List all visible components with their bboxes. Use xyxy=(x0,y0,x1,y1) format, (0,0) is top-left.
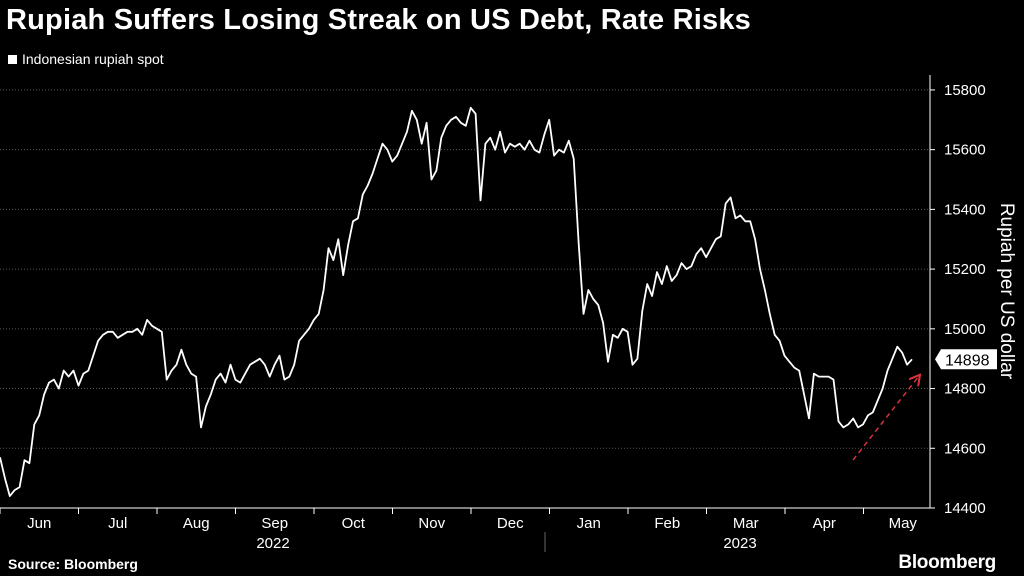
x-tick-label: Aug xyxy=(183,515,210,532)
y-tick-label: 15800 xyxy=(944,82,986,99)
legend-swatch xyxy=(8,54,17,64)
x-tick-label: Nov xyxy=(418,515,445,532)
x-tick-label: Feb xyxy=(654,515,680,532)
chart-title: Rupiah Suffers Losing Streak on US Debt,… xyxy=(6,4,752,36)
legend-label: Indonesian rupiah spot xyxy=(22,51,164,67)
source-note: Source: Bloomberg xyxy=(8,556,138,572)
y-tick-label: 14800 xyxy=(944,381,986,398)
x-tick-label: May xyxy=(889,515,918,532)
series-line xyxy=(0,106,913,498)
bloomberg-logo: Bloomberg xyxy=(898,552,996,573)
x-year-label: 2022 xyxy=(256,535,289,552)
last-value-label: 14898 xyxy=(945,352,990,369)
y-tick-label: 14600 xyxy=(944,440,986,457)
y-axis-title: Rupiah per US dollar xyxy=(996,203,1017,380)
y-tick-label: 15400 xyxy=(944,201,986,218)
x-tick-label: Jul xyxy=(108,515,127,532)
x-tick-label: Dec xyxy=(497,515,524,532)
x-tick-label: Sep xyxy=(261,515,288,532)
legend: Indonesian rupiah spot xyxy=(8,51,164,67)
y-tick-label: 14400 xyxy=(944,500,986,517)
y-tick-label: 15000 xyxy=(944,321,986,338)
x-year-label: 2023 xyxy=(723,535,756,552)
y-tick-label: 15200 xyxy=(944,261,986,278)
last-value-callout xyxy=(935,349,997,370)
x-tick-label: Jan xyxy=(577,515,601,532)
x-tick-label: Oct xyxy=(342,515,366,532)
x-tick-label: Jun xyxy=(27,515,51,532)
x-tick-label: Apr xyxy=(813,515,836,532)
x-tick-label: Mar xyxy=(733,515,759,532)
y-tick-label: 15600 xyxy=(944,142,986,159)
